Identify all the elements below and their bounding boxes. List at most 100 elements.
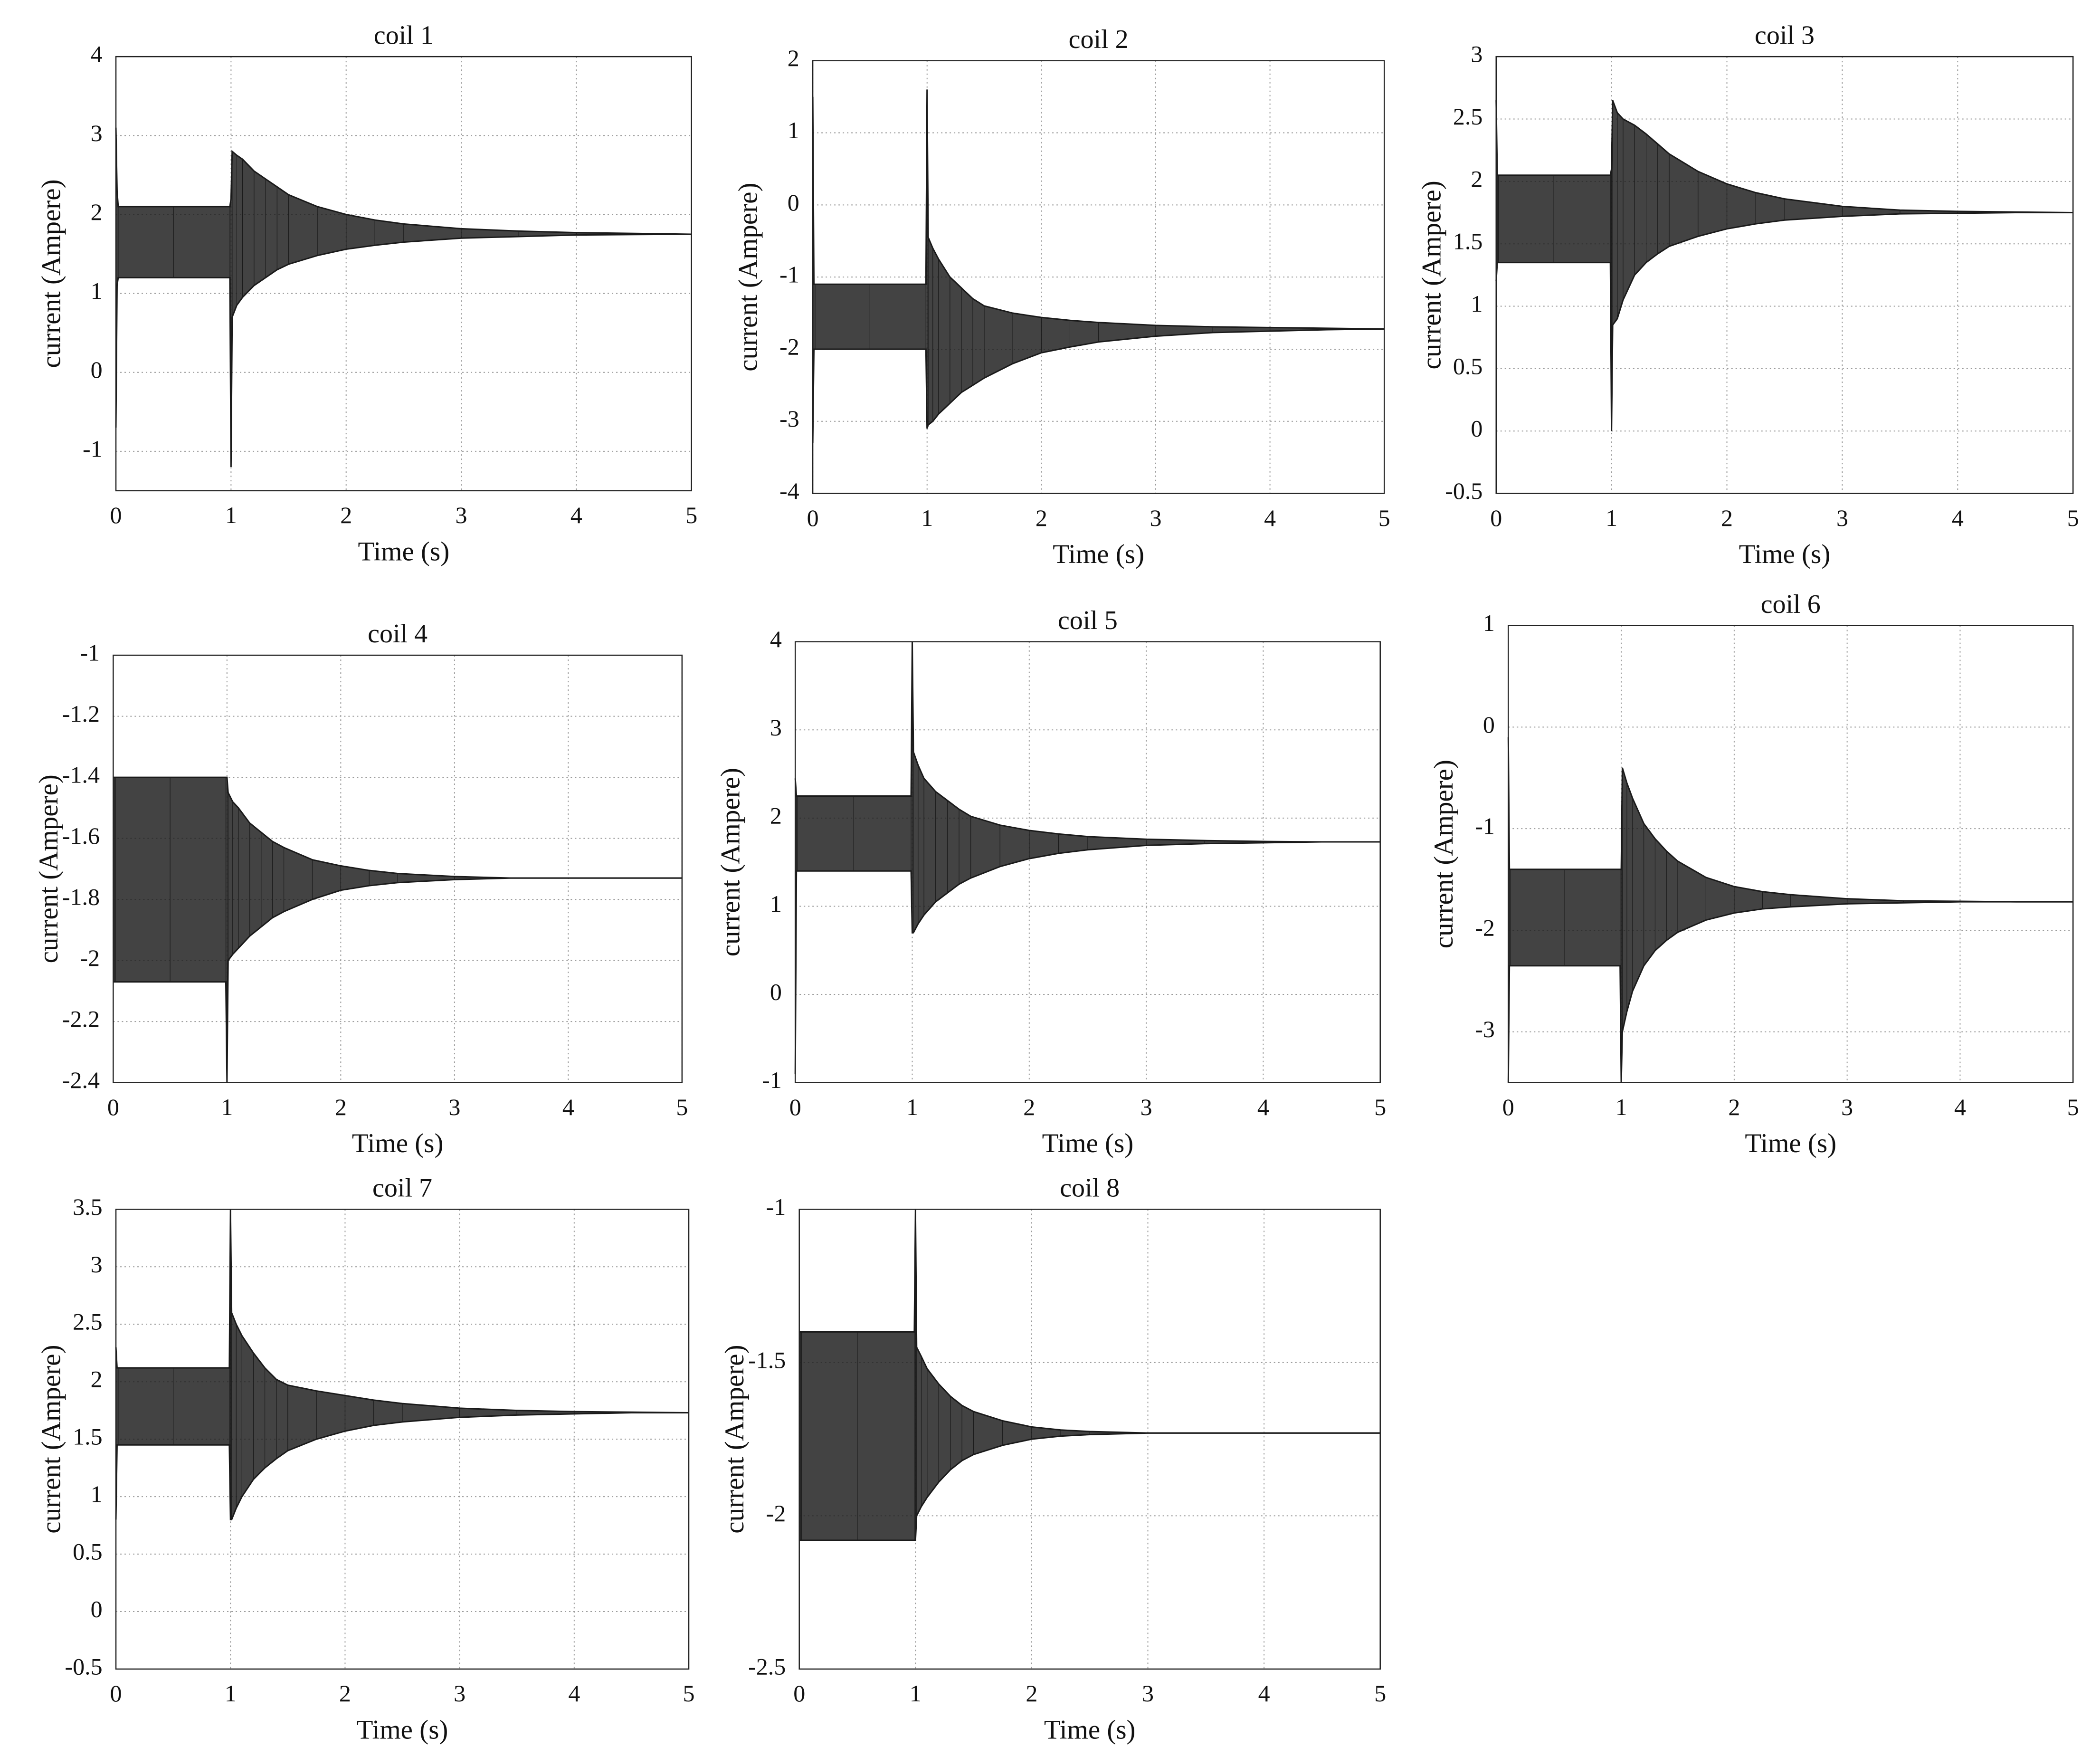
oscillation-band — [1626, 783, 1633, 1012]
envelope-line — [799, 1432, 1380, 1541]
subplot: 0 1 2 3 4 5 -2.4 -2.2 -2 -1.8 -1.6 -1.4 -1.2 -1 coil 4… — [34, 619, 688, 1158]
envelope-line — [113, 877, 682, 1083]
oscillation-band — [1657, 143, 1670, 255]
y-tick-label: 1 — [1471, 290, 1482, 317]
x-tick-label: 0 — [793, 1680, 805, 1707]
y-tick-label: 0 — [91, 356, 103, 383]
subplot: 0 1 2 3 4 5 -1 0 1 2 3 4 coil 5 Time (s) current (Ampe… — [716, 606, 1386, 1158]
oscillation-band — [938, 1383, 951, 1483]
x-axis-label: Time (s) — [1739, 539, 1831, 569]
x-tick-label: 4 — [1258, 1680, 1270, 1707]
y-tick-label: 3 — [91, 120, 103, 146]
y-tick-label: 0 — [788, 189, 799, 216]
oscillation-band — [935, 791, 948, 903]
y-axis-label: current (Ampere) — [733, 183, 763, 372]
y-tick-label: -2 — [80, 945, 100, 971]
oscillation-band — [918, 765, 924, 925]
y-tick-label: 0 — [770, 978, 782, 1005]
x-tick-label: 1 — [910, 1680, 922, 1707]
axes-frame — [1495, 56, 2074, 494]
x-tick-label: 2 — [339, 1680, 351, 1707]
y-tick-label: -1.8 — [62, 884, 100, 910]
y-tick-label: -2.5 — [748, 1653, 786, 1680]
x-axis-label: Time (s) — [357, 1715, 448, 1745]
axes-frame — [794, 641, 1381, 1083]
oscillation-band — [1669, 153, 1699, 247]
envelope-line — [115, 1412, 689, 1520]
y-tick-label: -1 — [766, 1193, 786, 1220]
x-tick-label: 4 — [1954, 1094, 1966, 1120]
axes-frame — [812, 60, 1385, 494]
oscillation-band — [265, 178, 277, 278]
x-tick-label: 1 — [1615, 1094, 1627, 1120]
oscillation-band — [815, 284, 870, 350]
x-tick-label: 0 — [1502, 1094, 1514, 1120]
oscillation-band — [913, 752, 919, 933]
oscillation-band — [921, 1356, 928, 1508]
x-tick-label: 4 — [1264, 505, 1276, 531]
envelope-line — [794, 641, 1380, 843]
envelope-line — [812, 328, 1385, 443]
chart-title: coil 1 — [374, 20, 434, 50]
chart-title: coil 8 — [1060, 1173, 1120, 1202]
oscillation-band — [276, 1379, 288, 1460]
x-tick-label: 4 — [568, 1680, 580, 1707]
y-tick-label: -1.6 — [62, 822, 100, 849]
oscillation-band — [242, 158, 255, 298]
y-axis-label: current (Ampere) — [37, 1345, 67, 1534]
x-tick-label: 1 — [225, 502, 237, 528]
oscillation-band — [932, 248, 939, 422]
axes-frame — [115, 1209, 690, 1670]
envelope-line — [115, 127, 692, 235]
y-tick-label: 1.5 — [1453, 228, 1483, 255]
oscillation-band — [228, 792, 233, 962]
x-axis-label: Time (s) — [358, 536, 450, 566]
y-tick-label: 1 — [788, 117, 799, 143]
oscillation-band — [1612, 100, 1618, 326]
y-tick-label: -1.2 — [62, 700, 100, 727]
y-tick-label: 1 — [1483, 610, 1495, 636]
y-tick-label: 2 — [1471, 165, 1482, 192]
oscillation-band — [1553, 175, 1611, 263]
oscillation-band — [1644, 822, 1655, 967]
y-tick-label: 0 — [1471, 415, 1482, 442]
oscillation-band — [254, 171, 266, 286]
x-tick-label: 2 — [1721, 505, 1733, 531]
y-axis-label: current (Ampere) — [34, 774, 64, 963]
y-axis-label: current (Ampere) — [37, 179, 67, 368]
x-tick-label: 3 — [1140, 1094, 1152, 1120]
oscillation-band — [1564, 869, 1621, 966]
oscillation-band — [1654, 838, 1667, 951]
oscillation-band — [173, 1367, 230, 1445]
y-axis-label: current (Ampere) — [1429, 760, 1459, 948]
x-tick-label: 3 — [1836, 505, 1848, 531]
x-tick-label: 5 — [683, 1680, 695, 1707]
x-tick-label: 4 — [1257, 1094, 1269, 1120]
oscillation-band — [928, 237, 933, 426]
y-tick-label: 3 — [91, 1251, 103, 1278]
chart-title: coil 3 — [1755, 20, 1815, 50]
oscillation-band — [972, 298, 985, 386]
x-tick-label: 0 — [807, 505, 819, 531]
oscillation-band — [973, 1411, 1003, 1455]
x-axis-label: Time (s) — [1745, 1128, 1836, 1158]
oscillation-band — [984, 305, 1013, 379]
x-tick-label: 2 — [340, 502, 352, 528]
x-tick-label: 5 — [1374, 1094, 1386, 1120]
x-tick-label: 5 — [1374, 1680, 1386, 1707]
x-tick-label: 0 — [789, 1094, 801, 1120]
oscillation-band — [1632, 798, 1644, 992]
x-tick-label: 3 — [448, 1094, 460, 1120]
oscillation-band — [801, 1331, 858, 1541]
y-axis-label: current (Ampere) — [720, 1345, 750, 1534]
x-tick-label: 0 — [107, 1094, 119, 1120]
y-tick-label: 2 — [770, 802, 782, 829]
x-axis-label: Time (s) — [1053, 539, 1144, 569]
oscillation-band — [1510, 869, 1565, 966]
y-tick-label: -1 — [80, 639, 100, 666]
y-tick-label: 0.5 — [73, 1538, 103, 1565]
x-tick-label: 1 — [221, 1094, 233, 1120]
y-tick-label: 3 — [1471, 41, 1482, 67]
chart-title: coil 6 — [1761, 590, 1821, 619]
